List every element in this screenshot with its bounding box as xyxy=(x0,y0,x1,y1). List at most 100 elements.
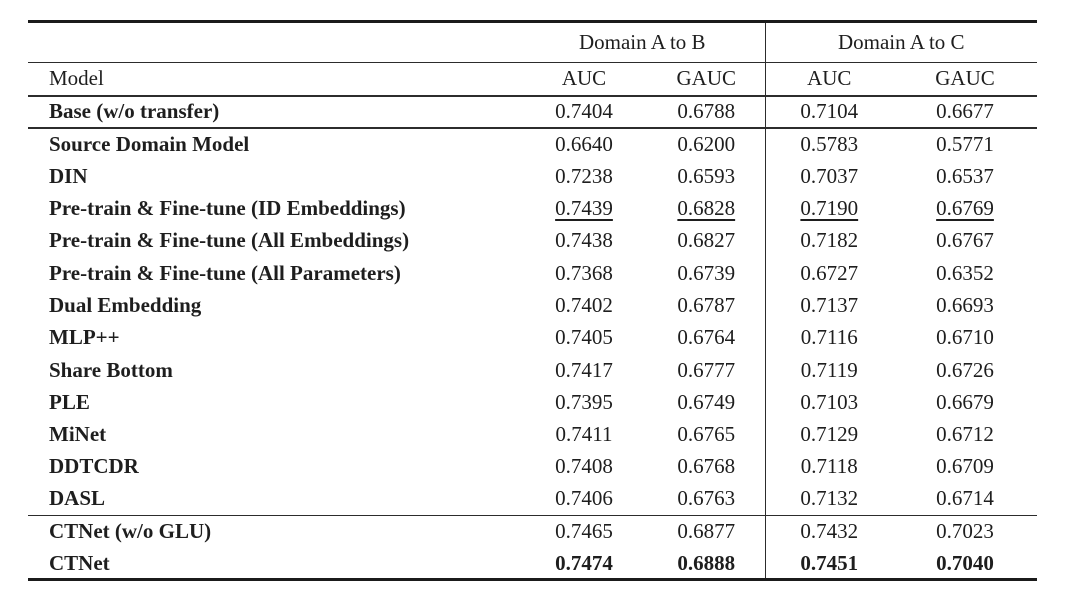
model-name: DIN xyxy=(49,163,88,188)
auc-c-value: 0.7037 xyxy=(764,160,894,193)
table-row-ple: PLE 0.7395 0.6749 0.7103 0.6679 xyxy=(28,386,1037,419)
gauc-b-value: 0.6764 xyxy=(677,325,736,350)
gauc-c-value: 0.6769 xyxy=(936,196,994,221)
auc-b-value: 0.6640 xyxy=(555,131,613,156)
gauc-c-value: 0.6677 xyxy=(893,95,1038,129)
auc-c-value: 0.7104 xyxy=(764,95,894,129)
auc-b-value: 0.7395 xyxy=(555,389,613,414)
gauc-c-value: 0.6714 xyxy=(893,483,1038,516)
auc-b-value: 0.7439 xyxy=(555,196,613,221)
auc-b-value: 0.7408 xyxy=(555,454,613,479)
table-row-ctnet: CTNet 0.7474 0.6888 0.7451 0.7040 xyxy=(28,547,1037,580)
gauc-b-value: 0.6788 xyxy=(648,95,766,129)
model-name: MLP++ xyxy=(49,325,120,350)
table-row-pretrain-all-embeddings: Pre-train & Fine-tune (All Embeddings) 0… xyxy=(28,224,1037,257)
gauc-b-value: 0.6768 xyxy=(677,454,736,479)
gauc-b-value: 0.6787 xyxy=(677,292,736,317)
auc-b-value: 0.7238 xyxy=(555,163,613,188)
auc-b-value: 0.7406 xyxy=(520,483,648,516)
auc-b-header: AUC xyxy=(520,62,648,97)
gauc-b-header: GAUC xyxy=(648,62,766,97)
gauc-b-value: 0.6200 xyxy=(677,131,736,156)
auc-b-value: 0.7404 xyxy=(520,95,648,129)
auc-c-value: 0.6727 xyxy=(764,256,894,290)
gauc-c-value: 0.6352 xyxy=(936,260,994,285)
auc-c-value: 0.7182 xyxy=(764,224,894,257)
model-name: Source Domain Model xyxy=(49,131,250,156)
auc-b-value: 0.7405 xyxy=(555,325,613,350)
gauc-c-value: 0.6537 xyxy=(936,163,994,188)
metric-header-row: Model AUC GAUC AUC GAUC xyxy=(28,62,1038,97)
model-name: Base (w/o transfer) xyxy=(28,95,520,129)
model-name: Pre-train & Fine-tune (All Embeddings) xyxy=(49,228,410,253)
gauc-c-value: 0.6709 xyxy=(936,454,994,479)
model-name: DDTCDR xyxy=(49,454,139,479)
gauc-b-value: 0.6739 xyxy=(677,260,736,285)
auc-b-value: 0.7474 xyxy=(555,550,613,575)
auc-c-value: 0.7116 xyxy=(764,321,894,354)
table-row-minet: MiNet 0.7411 0.6765 0.7129 0.6712 xyxy=(28,418,1037,451)
gauc-c-value: 0.7040 xyxy=(936,550,994,575)
table-row-dasl: DASL 0.7406 0.6763 0.7132 0.6714 xyxy=(28,483,1038,516)
gauc-b-value: 0.6877 xyxy=(677,519,736,544)
model-name: CTNet (w/o GLU) xyxy=(49,519,212,544)
gauc-b-value: 0.6777 xyxy=(677,357,736,382)
gauc-c-value: 0.6693 xyxy=(936,292,994,317)
gauc-b-value: 0.6593 xyxy=(677,163,736,188)
auc-c-value: 0.7103 xyxy=(764,386,894,419)
model-name: PLE xyxy=(49,389,90,414)
gauc-c-value: 0.6767 xyxy=(936,228,994,253)
table-row-dual-embedding: Dual Embedding 0.7402 0.6787 0.7137 0.66… xyxy=(28,289,1037,322)
table-row-pretrain-id-embeddings: Pre-train & Fine-tune (ID Embeddings) 0.… xyxy=(28,192,1037,225)
table-row-pretrain-all-parameters: Pre-train & Fine-tune (All Parameters) 0… xyxy=(28,256,1037,290)
auc-b-value: 0.7368 xyxy=(555,260,613,285)
auc-c-header: AUC xyxy=(764,62,894,97)
gauc-b-value: 0.6888 xyxy=(677,550,736,575)
table-row-base: Base (w/o transfer) 0.7404 0.6788 0.7104… xyxy=(28,95,1038,129)
gauc-c-value: 0.7023 xyxy=(936,519,994,544)
auc-c-value: 0.7190 xyxy=(764,192,894,225)
auc-b-value: 0.7465 xyxy=(555,519,613,544)
table-row-mlppp: MLP++ 0.7405 0.6764 0.7116 0.6710 xyxy=(28,321,1037,354)
model-name: CTNet xyxy=(49,550,110,575)
model-name: Pre-train & Fine-tune (All Parameters) xyxy=(49,260,401,285)
model-column-header: Model xyxy=(28,62,520,97)
model-name: Pre-train & Fine-tune (ID Embeddings) xyxy=(49,196,406,221)
auc-c-value: 0.7451 xyxy=(764,547,894,580)
model-name: DASL xyxy=(28,483,520,516)
gauc-c-value: 0.6710 xyxy=(936,325,994,350)
auc-b-value: 0.7411 xyxy=(555,422,613,447)
auc-b-value: 0.7438 xyxy=(555,228,613,253)
gauc-b-value: 0.6749 xyxy=(677,389,736,414)
table-row-share-bottom: Share Bottom 0.7417 0.6777 0.7119 0.6726 xyxy=(28,353,1037,387)
gauc-b-value: 0.6828 xyxy=(677,196,736,221)
table-row-din: DIN 0.7238 0.6593 0.7037 0.6537 xyxy=(28,160,1037,193)
auc-c-value: 0.7432 xyxy=(764,515,894,548)
gauc-c-value: 0.5771 xyxy=(936,131,994,156)
group-header-domain-a-to-c: Domain A to C xyxy=(764,21,1038,63)
results-table-container: Domain A to B Domain A to C Model AUC GA… xyxy=(28,20,1038,582)
gauc-b-value: 0.6765 xyxy=(677,422,736,447)
auc-b-value: 0.7402 xyxy=(555,292,613,317)
auc-c-value: 0.5783 xyxy=(764,127,894,161)
auc-c-value: 0.7118 xyxy=(764,450,894,484)
auc-b-value: 0.7417 xyxy=(555,357,613,382)
table-row-ddtcdr: DDTCDR 0.7408 0.6768 0.7118 0.6709 xyxy=(28,450,1037,484)
gauc-c-header: GAUC xyxy=(893,62,1038,97)
gauc-c-value: 0.6726 xyxy=(936,357,994,382)
table-row-source-domain-model: Source Domain Model 0.6640 0.6200 0.5783… xyxy=(28,127,1037,161)
corner-cell xyxy=(28,21,520,63)
gauc-b-value: 0.6763 xyxy=(648,483,766,516)
gauc-c-value: 0.6679 xyxy=(936,389,994,414)
auc-c-value: 0.7137 xyxy=(764,289,894,322)
gauc-c-value: 0.6712 xyxy=(936,422,994,447)
domain-header-row: Domain A to B Domain A to C xyxy=(28,21,1038,63)
auc-c-value: 0.7132 xyxy=(764,483,894,516)
model-name: MiNet xyxy=(49,422,107,447)
model-name: Dual Embedding xyxy=(49,292,202,317)
auc-c-value: 0.7119 xyxy=(764,353,894,387)
auc-c-value: 0.7129 xyxy=(764,418,894,451)
model-name: Share Bottom xyxy=(49,357,173,382)
gauc-b-value: 0.6827 xyxy=(677,228,736,253)
results-table: Domain A to B Domain A to C Model AUC GA… xyxy=(28,20,1038,582)
